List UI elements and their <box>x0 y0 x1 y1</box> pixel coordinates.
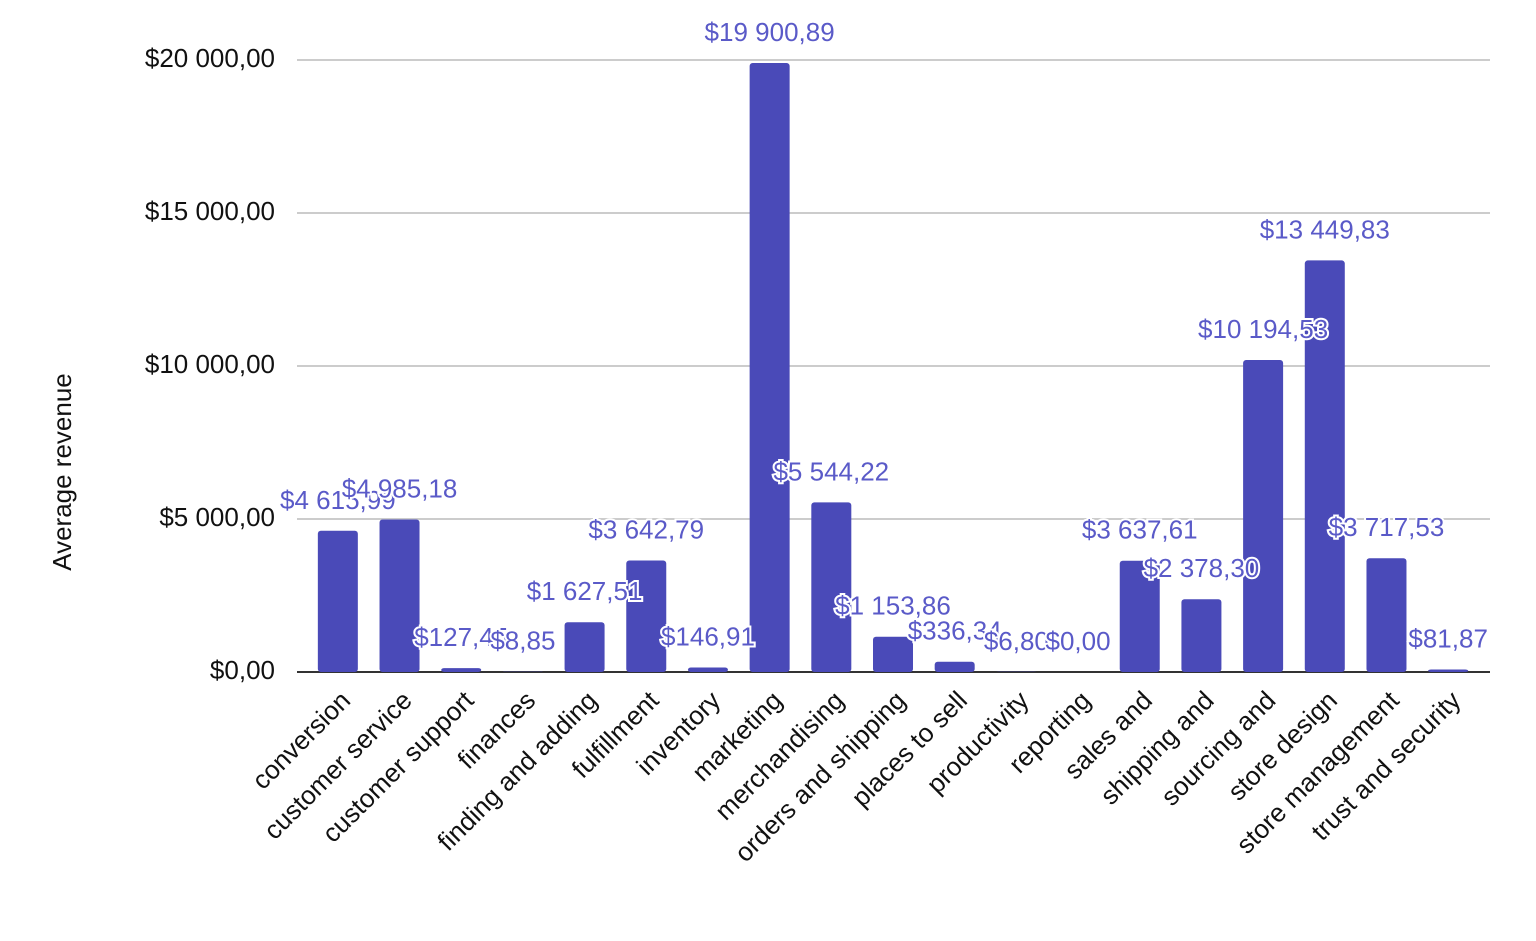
value-label: $3 717,53 <box>1329 512 1445 542</box>
value-label: $1 627,51 <box>527 576 643 606</box>
value-label: $81,87 <box>1408 623 1488 653</box>
value-label: $3 642,79 <box>588 515 704 545</box>
bar <box>1181 599 1222 672</box>
bar <box>564 622 605 672</box>
bar <box>934 661 975 672</box>
y-tick-label: $20 000,00 <box>145 43 275 73</box>
bar <box>687 667 728 672</box>
bar <box>1304 260 1345 672</box>
value-label: $6,80 <box>984 626 1049 656</box>
bar <box>811 502 852 672</box>
bar <box>1428 669 1469 672</box>
bar <box>873 636 913 672</box>
value-label: $4 985,18 <box>342 473 458 503</box>
value-label: $336,34 <box>908 616 1002 646</box>
value-label: $19 900,89 <box>705 17 835 47</box>
bar <box>1119 560 1160 672</box>
value-label: $8,85 <box>490 626 555 656</box>
bar <box>441 668 482 672</box>
y-tick-label: $15 000,00 <box>145 196 275 226</box>
y-axis-label: Average revenue <box>47 373 77 571</box>
value-label: $146,91 <box>661 622 755 652</box>
y-tick-label: $5 000,00 <box>159 502 275 532</box>
value-label: $3 637,61 <box>1082 515 1198 545</box>
value-label: $13 449,83 <box>1260 214 1390 244</box>
bar <box>626 560 667 672</box>
bar <box>1243 360 1284 672</box>
bar <box>749 63 790 672</box>
y-tick-label: $10 000,00 <box>145 349 275 379</box>
value-label: $1 153,86 <box>835 591 951 621</box>
value-label: $5 544,22 <box>773 456 889 486</box>
value-label: $10 194,53 <box>1198 314 1328 344</box>
y-tick-label: $0,00 <box>210 655 275 685</box>
value-label: $4 615,99 <box>280 485 396 515</box>
value-label: $0,00 <box>1046 626 1111 656</box>
bar <box>1366 558 1407 672</box>
value-label: $2 378,30 <box>1144 553 1260 583</box>
bar <box>379 519 420 672</box>
value-label: $127,45 <box>414 622 508 652</box>
bar <box>317 530 358 672</box>
